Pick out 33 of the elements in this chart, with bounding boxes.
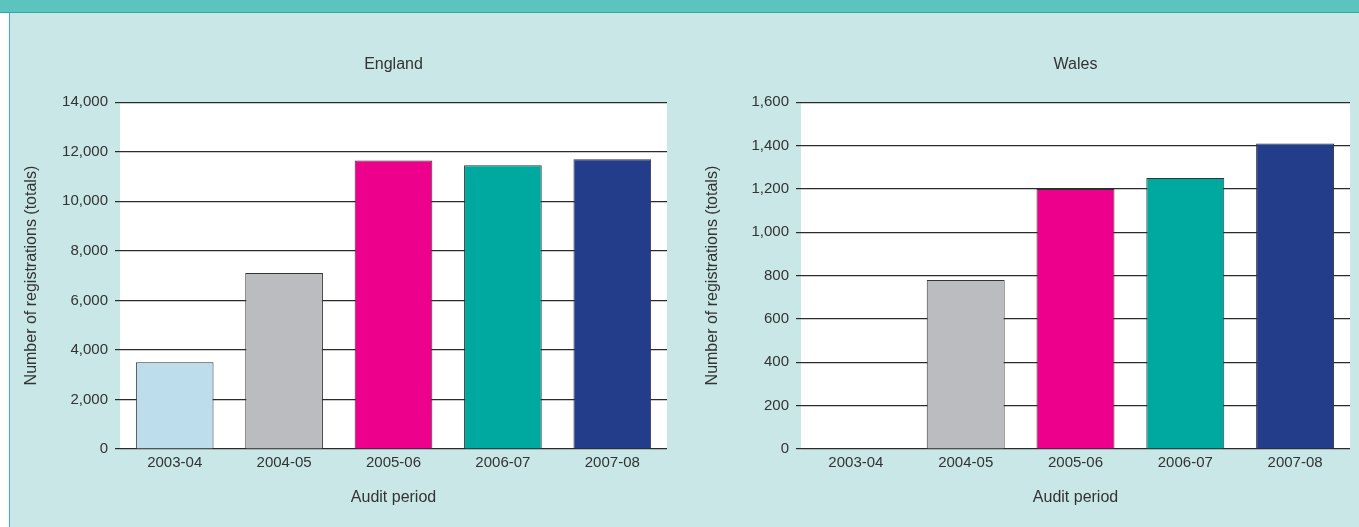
x-axis-title: Audit period — [1032, 487, 1119, 505]
y-tick-label: 1,400 — [751, 135, 789, 153]
x-tick-label: 2006-07 — [1157, 453, 1213, 471]
x-tick-label: 2005-06 — [365, 453, 422, 471]
x-tick-label: 2004-05 — [938, 453, 994, 471]
x-tick-label: 2004-05 — [256, 453, 312, 471]
y-tick-label: 1,200 — [751, 179, 789, 197]
y-tick-label: 200 — [763, 395, 789, 413]
x-axis-title: Audit period — [350, 487, 437, 505]
y-tick-label: 1,600 — [751, 92, 789, 110]
y-tick-label: 4,000 — [70, 340, 108, 358]
y-tick-label: 14,000 — [62, 92, 108, 110]
y-tick-label: 0 — [780, 439, 789, 457]
x-tick-label: 2007-08 — [1267, 453, 1323, 471]
x-tick-label: 2003-04 — [828, 453, 884, 471]
y-tick-label: 0 — [99, 439, 108, 457]
y-tick-label: 2,000 — [70, 389, 108, 407]
x-tick-label: 2006-07 — [475, 453, 531, 471]
chart-title: Wales — [1053, 55, 1098, 73]
y-tick-label: 6,000 — [70, 290, 108, 308]
x-tick-label: 2003-04 — [147, 453, 203, 471]
y-tick-label: 600 — [763, 309, 789, 327]
y-tick-label: 12,000 — [62, 141, 108, 159]
y-tick-label: 1,000 — [751, 222, 789, 240]
y-tick-label: 8,000 — [70, 240, 108, 258]
y-axis-title: Number of registrations (totals) — [703, 165, 721, 386]
y-tick-label: 800 — [763, 265, 789, 283]
x-tick-label: 2005-06 — [1047, 453, 1104, 471]
y-axis-title: Number of registrations (totals) — [22, 165, 40, 386]
chart-title: England — [364, 55, 423, 73]
y-tick-label: 400 — [763, 352, 789, 370]
y-tick-label: 10,000 — [62, 191, 108, 209]
x-tick-label: 2007-08 — [584, 453, 640, 471]
